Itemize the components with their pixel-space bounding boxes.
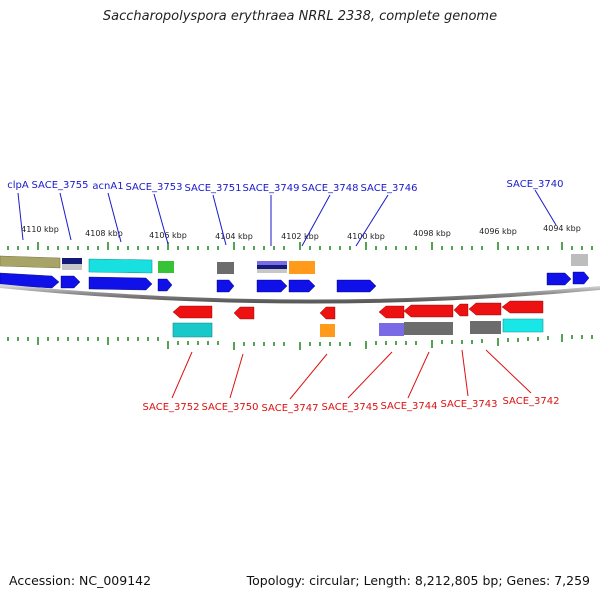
gene-label-forward: clpA xyxy=(7,180,29,191)
ruler-label: 4100 kbp xyxy=(347,232,385,241)
ruler-ticks-top xyxy=(7,242,593,250)
gene-label-forward: SACE_3740 xyxy=(507,179,564,190)
gene-label-reverse: SACE_3742 xyxy=(503,396,560,407)
feature-blocks-bottom xyxy=(172,318,544,338)
ruler-label: 4096 kbp xyxy=(479,227,517,236)
forward-leader-lines xyxy=(17,189,557,247)
gene-label-forward: SACE_3746 xyxy=(361,183,418,194)
gene-label-forward: SACE_3751 xyxy=(185,183,242,194)
gene-label-forward: SACE_3749 xyxy=(243,183,300,194)
accession-text: Accession: NC_009142 xyxy=(9,573,152,588)
gene-label-reverse: SACE_3745 xyxy=(322,402,379,413)
gene-label-forward: SACE_3748 xyxy=(302,183,359,194)
genome-backbone xyxy=(0,284,600,304)
gene-label-reverse: SACE_3752 xyxy=(143,402,200,413)
ruler-label: 4110 kbp xyxy=(21,225,59,234)
reverse-gene-labels: SACE_3752 SACE_3750 SACE_3747 SACE_3745 … xyxy=(143,396,560,414)
ruler-labels: 4110 kbp 4108 kbp 4106 kbp 4104 kbp 4102… xyxy=(21,224,581,241)
gene-label-reverse: SACE_3750 xyxy=(202,402,259,413)
ruler-label: 4098 kbp xyxy=(413,229,451,238)
gene-label-forward: SACE_3755 xyxy=(32,180,89,191)
reverse-genes xyxy=(172,300,544,320)
ruler-label: 4104 kbp xyxy=(215,232,253,241)
forward-gene-labels: clpA SACE_3755 acnA1 SACE_3753 SACE_3751… xyxy=(7,179,563,194)
reverse-leader-lines xyxy=(171,349,532,400)
gene-label-reverse: SACE_3743 xyxy=(441,399,498,410)
feature-blocks-top xyxy=(0,254,588,274)
ruler-label: 4102 kbp xyxy=(281,232,319,241)
gene-label-forward: acnA1 xyxy=(92,181,123,192)
genome-stats-text: Topology: circular; Length: 8,212,805 bp… xyxy=(246,573,590,588)
gene-label-forward: SACE_3753 xyxy=(126,182,183,193)
gene-label-reverse: SACE_3744 xyxy=(381,401,438,412)
forward-genes xyxy=(0,271,590,293)
ruler-ticks-bottom xyxy=(7,334,593,350)
ruler-label: 4106 kbp xyxy=(149,231,187,240)
ruler-label: 4108 kbp xyxy=(85,229,123,238)
gene-label-reverse: SACE_3747 xyxy=(262,403,319,414)
ruler-label: 4094 kbp xyxy=(543,224,581,233)
genome-title: Saccharopolyspora erythraea NRRL 2338, c… xyxy=(102,9,498,24)
